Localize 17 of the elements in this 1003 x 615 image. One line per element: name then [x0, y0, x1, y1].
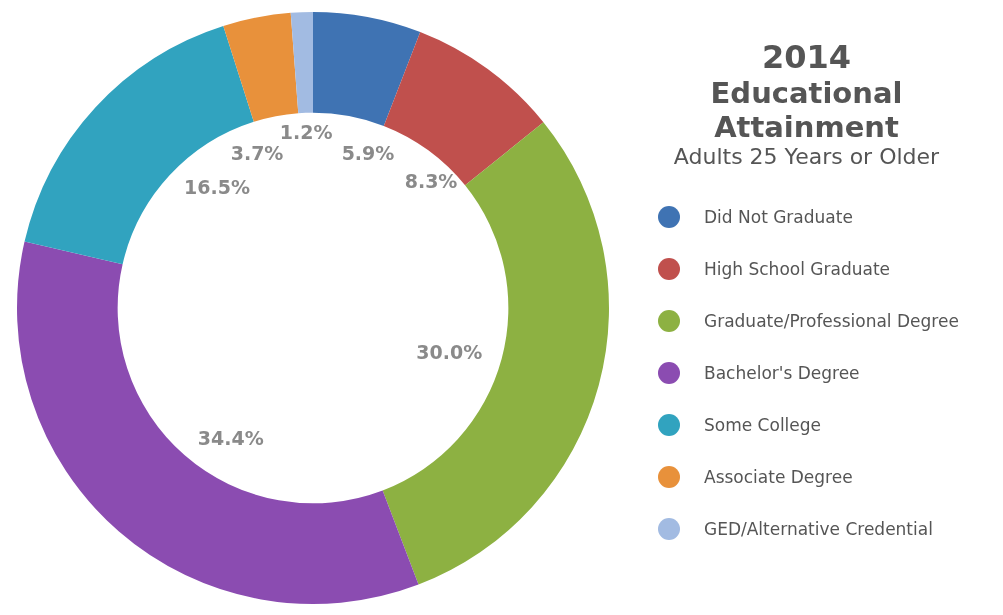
legend-label: Bachelor's Degree — [704, 363, 860, 383]
data-label: 1.2% — [279, 121, 333, 144]
legend-title: Adults 25 Years or Older — [672, 144, 941, 169]
data-label: 34.4% — [197, 427, 264, 450]
legend-label: Some College — [704, 415, 822, 435]
data-label: 8.3% — [404, 169, 458, 192]
text: Educational Attainment — [709, 76, 904, 144]
legend-label: Graduate/Professional Degree — [704, 311, 959, 331]
data-label: 3.7% — [230, 142, 284, 165]
data-label: 16.5% — [184, 176, 250, 199]
legend-label: Associate Degree — [704, 467, 853, 487]
text: 2014 — [760, 38, 853, 76]
data-label: 30.0% — [416, 340, 483, 363]
legend-label: Did Not Graduate — [704, 207, 853, 227]
legend-label: High School Graduate — [704, 259, 891, 279]
data-label: 5.9% — [341, 142, 395, 165]
legend-label: GED/Alternative Credential — [704, 519, 933, 539]
